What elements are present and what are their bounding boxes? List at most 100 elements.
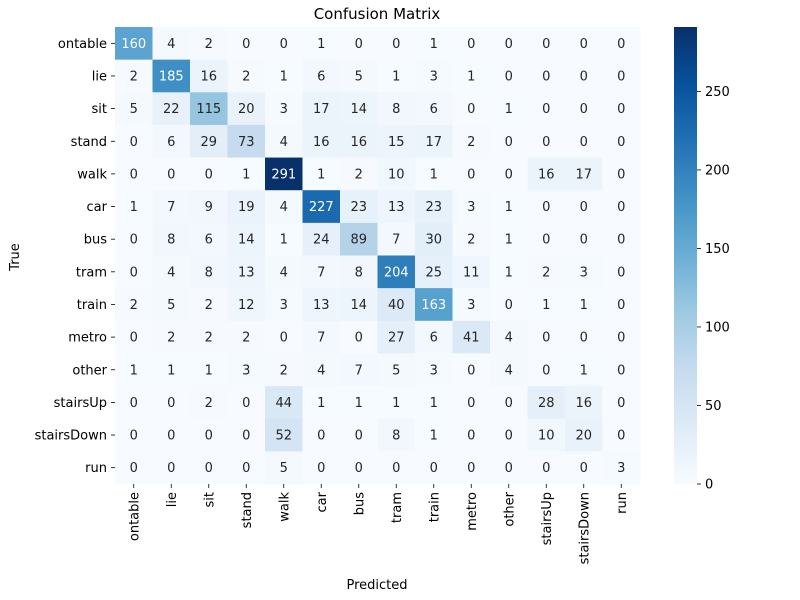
x-tick-label: stairsUp (540, 492, 555, 545)
cell-value-label: 17 (575, 167, 592, 182)
heatmap-cell (415, 222, 453, 256)
heatmap-cell (227, 255, 266, 289)
cell-value-label: 0 (617, 69, 625, 84)
cell-value-label: 3 (580, 265, 588, 280)
cell-value-label: 3 (430, 69, 438, 84)
heatmap-cell (227, 222, 266, 256)
cell-value-label: 3 (280, 298, 288, 313)
y-axis-label: True (8, 243, 23, 272)
heatmap-cell (265, 451, 303, 485)
cell-value-label: 9 (205, 200, 213, 215)
cell-value-label: 1 (505, 102, 513, 117)
cell-value-label: 44 (275, 396, 292, 411)
cell-value-label: 5 (167, 298, 175, 313)
y-tick-label: run (85, 461, 107, 476)
cell-value-label: 0 (242, 37, 250, 52)
cell-value-label: 3 (280, 102, 288, 117)
cell-value-label: 22 (163, 102, 180, 117)
x-tick-label: stand (240, 492, 255, 528)
heatmap-cell (265, 157, 303, 191)
cell-value-label: 0 (205, 167, 213, 182)
heatmap-cell (565, 27, 603, 61)
heatmap-cell (490, 255, 528, 289)
cell-value-label: 1 (280, 233, 288, 248)
x-tick-label: car (315, 491, 330, 512)
cell-value-label: 14 (350, 102, 367, 117)
cell-value-label: 0 (617, 37, 625, 52)
heatmap-cell (527, 288, 566, 322)
heatmap-cell (190, 190, 228, 224)
cell-value-label: 16 (200, 69, 217, 84)
heatmap-cell (565, 255, 603, 289)
cell-value-label: 1 (205, 363, 213, 378)
heatmap-cell (302, 418, 341, 452)
heatmap-cell (115, 190, 153, 224)
heatmap-cell (602, 255, 641, 289)
heatmap-cell (602, 320, 641, 354)
heatmap-cell (152, 451, 191, 485)
cell-value-label: 4 (167, 265, 175, 280)
heatmap-cell (527, 418, 566, 452)
heatmap-cell (490, 190, 528, 224)
heatmap-cell (602, 27, 641, 61)
x-tick-label: sit (202, 492, 217, 507)
cell-value-label: 20 (238, 102, 255, 117)
heatmap-cell (340, 386, 378, 420)
cell-value-label: 5 (392, 363, 400, 378)
cell-value-label: 17 (425, 135, 442, 150)
cell-value-label: 27 (388, 331, 405, 346)
cell-value-label: 0 (130, 135, 138, 150)
heatmap-cell (527, 92, 566, 126)
cell-value-label: 0 (505, 298, 513, 313)
heatmap-cell (415, 320, 453, 354)
heatmap-cell (190, 222, 228, 256)
heatmap-cell (490, 320, 528, 354)
cell-value-label: 0 (467, 37, 475, 52)
cell-value-label: 10 (388, 167, 405, 182)
cell-value-label: 16 (538, 167, 555, 182)
cell-value-label: 0 (167, 167, 175, 182)
heatmap-cell (565, 222, 603, 256)
heatmap-cell (527, 157, 566, 191)
cell-value-label: 4 (505, 331, 513, 346)
heatmap-cell (115, 222, 153, 256)
cell-value-label: 6 (205, 233, 213, 248)
heatmap-cell (227, 92, 266, 126)
cell-value-label: 23 (425, 200, 442, 215)
cell-value-label: 2 (355, 167, 363, 182)
cell-value-label: 0 (242, 429, 250, 444)
heatmap-cell (377, 418, 416, 452)
heatmap-cell (152, 418, 191, 452)
heatmap-cell (565, 288, 603, 322)
cell-value-label: 41 (463, 331, 480, 346)
cell-value-label: 0 (617, 102, 625, 117)
cell-value-label: 0 (617, 233, 625, 248)
heatmap-cell (152, 157, 191, 191)
heatmap-cell (302, 288, 341, 322)
cell-value-label: 13 (388, 200, 405, 215)
colorbar-tick-label: 0 (705, 478, 713, 493)
cell-value-label: 1 (430, 396, 438, 411)
cell-value-label: 73 (238, 135, 255, 150)
cell-value-label: 0 (280, 37, 288, 52)
cell-value-label: 1 (242, 167, 250, 182)
heatmap-cell (452, 59, 491, 93)
cell-value-label: 0 (467, 429, 475, 444)
cell-value-label: 1 (317, 37, 325, 52)
heatmap-cell (340, 59, 378, 93)
heatmap-cell (152, 222, 191, 256)
heatmap-cell (490, 92, 528, 126)
heatmap-cell (115, 124, 153, 159)
cell-value-label: 0 (430, 461, 438, 476)
cell-value-label: 10 (538, 429, 555, 444)
heatmap-cell (227, 451, 266, 485)
heatmap-cell (152, 320, 191, 354)
heatmap-cell (490, 451, 528, 485)
heatmap-cell (452, 353, 491, 387)
cell-value-label: 0 (542, 363, 550, 378)
heatmap-cell (190, 59, 228, 93)
heatmap-cell (377, 59, 416, 93)
cell-value-label: 0 (580, 331, 588, 346)
cell-value-label: 0 (542, 200, 550, 215)
heatmap-cell (527, 320, 566, 354)
